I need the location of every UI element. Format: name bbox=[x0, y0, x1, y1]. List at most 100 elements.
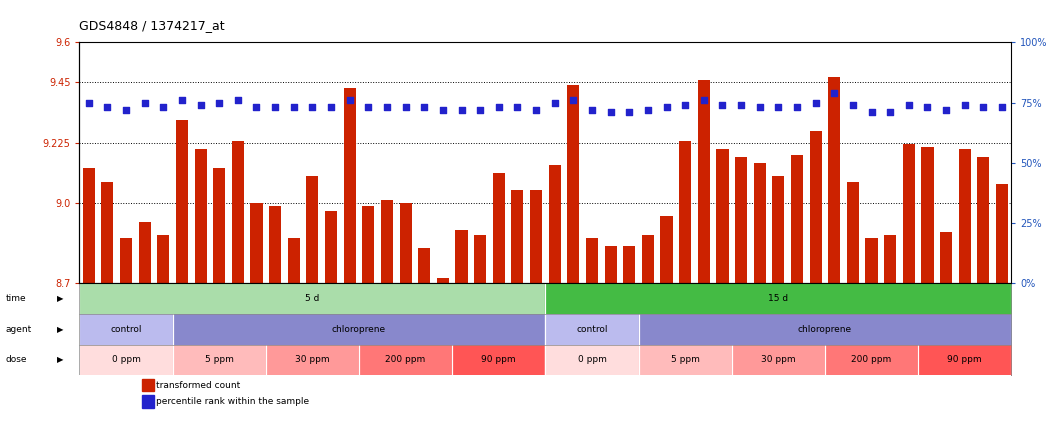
Text: 15 d: 15 d bbox=[768, 294, 789, 303]
Point bbox=[118, 106, 134, 113]
Bar bbox=[142, 395, 154, 408]
Bar bbox=[455, 230, 468, 283]
Bar bbox=[940, 232, 952, 283]
Text: 0 ppm: 0 ppm bbox=[111, 355, 141, 365]
Text: percentile rank within the sample: percentile rank within the sample bbox=[156, 397, 309, 406]
Point bbox=[993, 104, 1010, 111]
Text: 5 ppm: 5 ppm bbox=[670, 355, 700, 365]
Bar bbox=[549, 165, 561, 283]
Point bbox=[397, 104, 414, 111]
Bar bbox=[809, 131, 822, 283]
Text: 30 ppm: 30 ppm bbox=[761, 355, 795, 365]
Text: GDS4848 / 1374217_at: GDS4848 / 1374217_at bbox=[79, 19, 226, 32]
Point bbox=[230, 97, 247, 104]
Bar bbox=[250, 203, 263, 283]
Text: ▶: ▶ bbox=[57, 294, 64, 303]
Point bbox=[490, 104, 507, 111]
Bar bbox=[679, 141, 692, 283]
Point bbox=[471, 106, 488, 113]
Bar bbox=[902, 144, 915, 283]
Text: ▶: ▶ bbox=[57, 355, 64, 365]
Bar bbox=[288, 238, 300, 283]
Point bbox=[192, 102, 209, 108]
Point bbox=[155, 104, 172, 111]
Text: time: time bbox=[5, 294, 25, 303]
Text: transformed count: transformed count bbox=[156, 381, 240, 390]
Bar bbox=[269, 206, 282, 283]
Point bbox=[919, 104, 936, 111]
Text: control: control bbox=[110, 325, 142, 334]
Point bbox=[527, 106, 544, 113]
Bar bbox=[772, 176, 785, 283]
Point bbox=[882, 109, 899, 115]
Text: agent: agent bbox=[5, 325, 32, 334]
Bar bbox=[865, 238, 878, 283]
Bar bbox=[716, 149, 729, 283]
Bar bbox=[847, 181, 859, 283]
Point bbox=[378, 104, 395, 111]
Point bbox=[174, 97, 191, 104]
Point bbox=[416, 104, 433, 111]
Point bbox=[453, 106, 470, 113]
Bar bbox=[102, 181, 113, 283]
Bar bbox=[642, 235, 654, 283]
Bar bbox=[586, 238, 598, 283]
Point bbox=[509, 104, 526, 111]
Bar bbox=[605, 246, 616, 283]
Point bbox=[360, 104, 377, 111]
Bar bbox=[492, 173, 505, 283]
Point bbox=[844, 102, 861, 108]
Point bbox=[807, 99, 824, 106]
Text: ▶: ▶ bbox=[57, 325, 64, 334]
Point bbox=[434, 106, 451, 113]
Point bbox=[137, 99, 154, 106]
Bar bbox=[436, 278, 449, 283]
Bar bbox=[83, 168, 95, 283]
Text: 5 d: 5 d bbox=[305, 294, 320, 303]
Point bbox=[714, 102, 731, 108]
Point bbox=[975, 104, 992, 111]
Bar bbox=[791, 155, 803, 283]
Point bbox=[267, 104, 284, 111]
Bar bbox=[623, 246, 635, 283]
Point bbox=[863, 109, 880, 115]
Bar bbox=[213, 168, 226, 283]
Bar bbox=[418, 248, 430, 283]
Point bbox=[640, 106, 657, 113]
Bar bbox=[343, 88, 356, 283]
Bar bbox=[828, 77, 841, 283]
Point bbox=[564, 97, 581, 104]
Text: 200 ppm: 200 ppm bbox=[851, 355, 892, 365]
Point bbox=[900, 102, 917, 108]
Text: 200 ppm: 200 ppm bbox=[385, 355, 426, 365]
Point bbox=[677, 102, 694, 108]
Text: 5 ppm: 5 ppm bbox=[204, 355, 234, 365]
Text: dose: dose bbox=[5, 355, 26, 365]
Point bbox=[789, 104, 806, 111]
Bar bbox=[362, 206, 375, 283]
Point bbox=[98, 104, 115, 111]
Bar bbox=[530, 190, 542, 283]
Point bbox=[621, 109, 638, 115]
Point bbox=[584, 106, 600, 113]
Point bbox=[341, 97, 358, 104]
Bar bbox=[511, 190, 523, 283]
Point bbox=[211, 99, 228, 106]
Point bbox=[826, 90, 843, 96]
Bar bbox=[995, 184, 1008, 283]
Bar bbox=[176, 120, 189, 283]
Bar bbox=[381, 200, 393, 283]
Point bbox=[248, 104, 265, 111]
Point bbox=[733, 102, 750, 108]
Bar bbox=[568, 85, 579, 283]
Point bbox=[937, 106, 954, 113]
Point bbox=[956, 102, 973, 108]
Text: control: control bbox=[576, 325, 608, 334]
Text: 30 ppm: 30 ppm bbox=[295, 355, 329, 365]
Point bbox=[658, 104, 675, 111]
Point bbox=[770, 104, 787, 111]
Bar bbox=[399, 203, 412, 283]
Point bbox=[285, 104, 302, 111]
Bar bbox=[698, 80, 710, 283]
Text: 90 ppm: 90 ppm bbox=[482, 355, 516, 365]
